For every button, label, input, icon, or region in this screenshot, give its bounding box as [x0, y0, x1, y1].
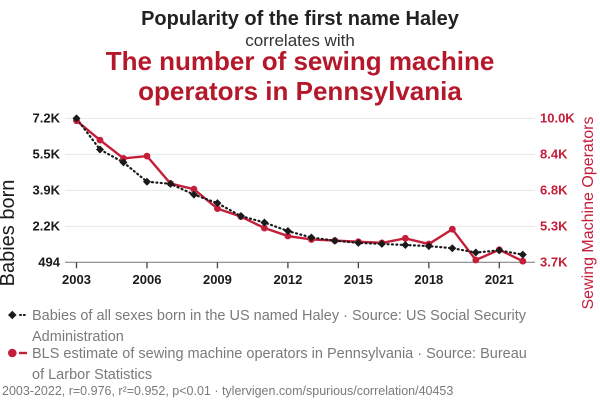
svg-text:10.0K: 10.0K — [540, 110, 575, 125]
svg-text:6.8K: 6.8K — [540, 182, 568, 197]
svg-text:2003: 2003 — [62, 272, 91, 287]
svg-text:5.5K: 5.5K — [33, 146, 61, 161]
svg-text:7.2K: 7.2K — [33, 110, 61, 125]
svg-text:Babies born: Babies born — [0, 180, 19, 287]
svg-text:2.2K: 2.2K — [33, 218, 61, 233]
svg-text:2021: 2021 — [485, 272, 514, 287]
svg-text:494: 494 — [38, 254, 60, 269]
svg-text:2015: 2015 — [344, 272, 373, 287]
svg-text:Sewing Machine Operators: Sewing Machine Operators — [580, 117, 597, 310]
svg-text:5.3K: 5.3K — [540, 218, 568, 233]
svg-text:2012: 2012 — [273, 272, 302, 287]
svg-text:3.9K: 3.9K — [33, 182, 61, 197]
svg-text:2006: 2006 — [133, 272, 162, 287]
svg-text:2018: 2018 — [414, 272, 443, 287]
svg-text:8.4K: 8.4K — [540, 146, 568, 161]
svg-text:3.7K: 3.7K — [540, 254, 568, 269]
svg-text:2009: 2009 — [203, 272, 232, 287]
